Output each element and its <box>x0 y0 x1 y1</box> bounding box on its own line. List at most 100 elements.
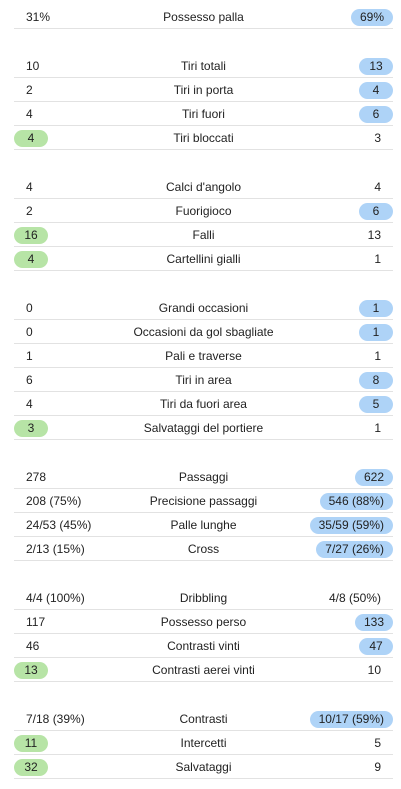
away-value: 5 <box>359 396 393 413</box>
home-value: 46 <box>26 639 40 653</box>
stat-label: Contrasti aerei vinti <box>152 663 255 677</box>
home-value: 1 <box>26 349 33 363</box>
away-value: 10/17 (59%) <box>309 711 393 728</box>
stat-row: Pali e traverse 1 1 <box>14 344 393 368</box>
away-value: 1 <box>374 349 381 363</box>
home-value: 2/13 (15%) <box>26 542 85 556</box>
stat-label: Occasioni da gol sbagliate <box>133 325 274 339</box>
stat-row: Grandi occasioni 0 1 <box>14 296 393 320</box>
stat-label: Contrasti vinti <box>167 639 240 653</box>
away-value: 1 <box>359 300 393 317</box>
away-value: 1 <box>374 421 381 435</box>
away-value: 8 <box>359 372 393 389</box>
stat-row: Calci d'angolo 4 4 <box>14 175 393 199</box>
stat-label: Calci d'angolo <box>165 180 241 194</box>
stat-row: Contrasti 7/18 (39%) 10/17 (59%) <box>14 707 393 731</box>
stat-row: Occasioni da gol sbagliate 0 1 <box>14 320 393 344</box>
stat-row: Tiri in area 6 8 <box>14 368 393 392</box>
home-value: 0 <box>26 325 33 339</box>
home-value: 32 <box>14 759 48 776</box>
stat-row: Precisione passaggi 208 (75%) 546 (88%) <box>14 489 393 513</box>
stat-row: Contrasti vinti 46 47 <box>14 634 393 658</box>
home-value: 3 <box>14 420 48 437</box>
away-value: 47 <box>359 638 393 655</box>
home-value: 6 <box>26 373 33 387</box>
home-value: 24/53 (45%) <box>26 518 92 532</box>
stat-label: Fuorigioco <box>175 204 232 218</box>
home-value: 7/18 (39%) <box>26 712 85 726</box>
home-value: 0 <box>26 301 33 315</box>
stat-label: Precisione passaggi <box>149 494 258 508</box>
away-value: 5 <box>374 736 381 750</box>
home-value: 4 <box>26 180 33 194</box>
stat-label: Passaggi <box>178 470 229 484</box>
stat-label: Grandi occasioni <box>158 301 249 315</box>
away-value: 13 <box>359 58 393 75</box>
stat-row: Possesso palla 31% 69% <box>14 5 393 29</box>
stat-label: Possesso perso <box>160 615 247 629</box>
home-value: 278 <box>26 470 47 484</box>
stat-label: Intercetti <box>180 736 227 750</box>
away-value: 4 <box>374 180 381 194</box>
stat-row: Contrasti aerei vinti 13 10 <box>14 658 393 682</box>
away-value: 7/27 (26%) <box>316 541 393 558</box>
home-value: 208 (75%) <box>26 494 82 508</box>
stat-label: Falli <box>192 228 215 242</box>
home-value: 4 <box>26 107 33 121</box>
stat-row: Possesso perso 117 133 <box>14 610 393 634</box>
stat-label: Palle lunghe <box>170 518 237 532</box>
stat-label: Tiri da fuori area <box>160 397 247 411</box>
stat-label: Tiri totali <box>181 59 226 73</box>
away-value: 622 <box>354 469 393 486</box>
stat-row: Salvataggi 32 9 <box>14 755 393 779</box>
stat-label: Possesso palla <box>163 10 244 24</box>
home-value: 4 <box>14 130 48 147</box>
home-value: 11 <box>14 735 48 752</box>
home-value: 117 <box>26 615 46 629</box>
home-value: 16 <box>14 227 48 244</box>
away-value: 6 <box>359 203 393 220</box>
stat-label: Tiri fuori <box>182 107 225 121</box>
away-value: 9 <box>374 760 381 774</box>
away-value: 6 <box>359 106 393 123</box>
away-value: 10 <box>367 663 381 677</box>
away-value: 133 <box>354 614 393 631</box>
stat-row: Palle lunghe 24/53 (45%) 35/59 (59%) <box>14 513 393 537</box>
away-value: 4 <box>359 82 393 99</box>
stat-row: Tiri totali 10 13 <box>14 54 393 78</box>
stat-row: Tiri bloccati 4 3 <box>14 126 393 150</box>
stat-row: Tiri in porta 2 4 <box>14 78 393 102</box>
away-value: 13 <box>367 228 381 242</box>
home-value: 13 <box>14 662 48 679</box>
stat-label: Tiri in area <box>175 373 232 387</box>
home-value: 4 <box>26 397 33 411</box>
home-value: 4/4 (100%) <box>26 591 85 605</box>
stat-label: Cross <box>187 542 220 556</box>
stat-row: Tiri fuori 4 6 <box>14 102 393 126</box>
away-value: 35/59 (59%) <box>309 517 393 534</box>
home-value: 4 <box>14 251 48 268</box>
stat-row: Intercetti 11 5 <box>14 731 393 755</box>
home-value: 31% <box>26 10 51 24</box>
away-value: 546 (88%) <box>319 493 393 510</box>
stat-label: Dribbling <box>179 591 228 605</box>
away-value: 1 <box>374 252 381 266</box>
away-value: 69% <box>350 9 393 26</box>
stat-row: Fuorigioco 2 6 <box>14 199 393 223</box>
stat-label: Pali e traverse <box>165 349 242 363</box>
away-value: 1 <box>359 324 393 341</box>
stat-label: Tiri in porta <box>173 83 234 97</box>
home-value: 10 <box>26 59 40 73</box>
away-value: 3 <box>374 131 381 145</box>
home-value: 2 <box>26 83 33 97</box>
stat-label: Salvataggi <box>175 760 232 774</box>
away-value: 4/8 (50%) <box>328 591 381 605</box>
stat-row: Tiri da fuori area 4 5 <box>14 392 393 416</box>
stat-row: Dribbling 4/4 (100%) 4/8 (50%) <box>14 586 393 610</box>
stat-row: Salvataggi del portiere 3 1 <box>14 416 393 440</box>
stat-label: Salvataggi del portiere <box>143 421 264 435</box>
stat-row: Cartellini gialli 4 1 <box>14 247 393 271</box>
stat-row: Falli 16 13 <box>14 223 393 247</box>
stat-row: Passaggi 278 622 <box>14 465 393 489</box>
stat-label: Cartellini gialli <box>166 252 241 266</box>
